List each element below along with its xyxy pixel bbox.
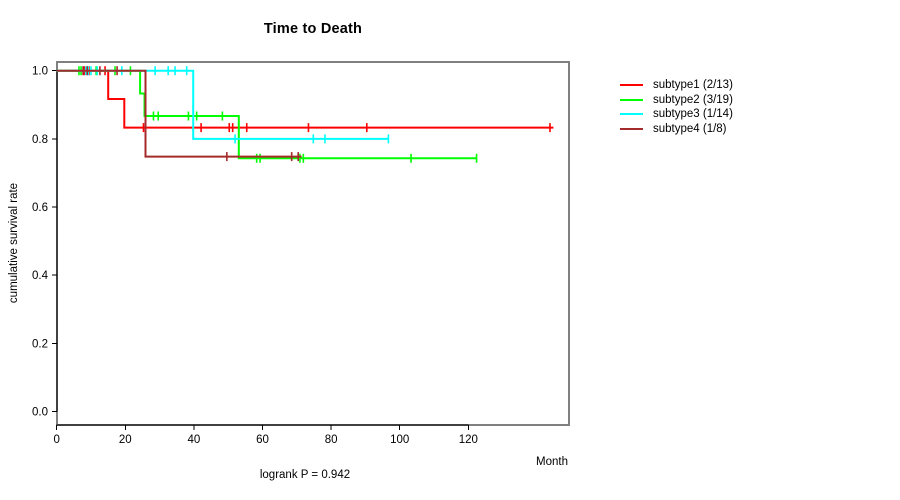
survival-curve-4 [56,69,302,158]
x-tick-label: 40 [188,434,201,446]
legend-item-1: subtype1 (2/13) [620,78,733,93]
legend: subtype1 (2/13) subtype2 (3/19) subtype3 (… [620,78,733,136]
legend-item-2: subtype2 (3/19) [620,93,733,108]
plot-frame [56,61,570,426]
legend-line-swatch [620,128,643,131]
x-tick-label: 80 [325,434,338,446]
y-tick-label: 0.4 [32,270,49,282]
logrank-pvalue-annotation: logrank P = 0.942 [259,469,351,481]
legend-item-3: subtype3 (1/14) [620,107,733,122]
x-axis-label: Month [536,456,568,468]
legend-item-4: subtype4 (1/8) [620,122,733,137]
survival-curve-3 [56,69,389,140]
x-tick-label: 20 [119,434,132,446]
survival-curve-1 [56,69,554,129]
x-tick-label: 120 [459,434,478,446]
y-tick-label: 0.0 [32,407,48,419]
y-tick-label: 0.6 [32,202,48,214]
legend-item-label: subtype3 (1/14) [653,108,733,121]
legend-line-swatch [620,98,643,101]
legend-line-swatch [620,113,643,116]
legend-item-label: subtype1 (2/13) [653,79,733,92]
x-tick-label: 60 [256,434,269,446]
legend-item-label: subtype4 (1/8) [653,123,727,136]
legend-item-label: subtype2 (3/19) [653,93,733,106]
x-tick-label: 0 [53,434,59,446]
survival-curve-2 [56,69,477,160]
y-tick-label: 1.0 [32,66,48,78]
y-tick-label: 0.8 [32,134,48,146]
x-tick-label: 100 [390,434,409,446]
y-tick-label: 0.2 [32,338,48,350]
legend-line-swatch [620,84,643,87]
chart-title: Time to Death [263,21,363,37]
